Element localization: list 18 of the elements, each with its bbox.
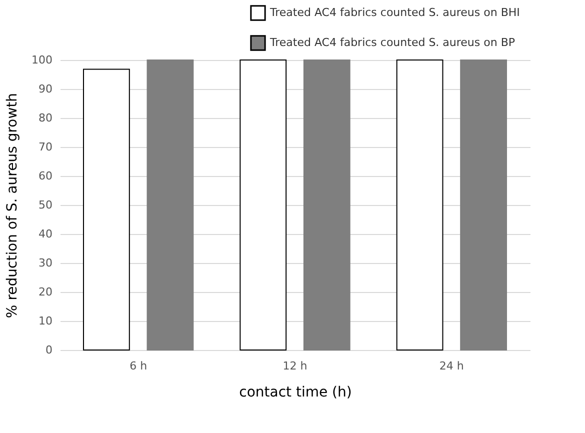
y-tick-label: 0	[46, 344, 52, 356]
y-tick-label: 50	[38, 198, 52, 212]
y-tick-label: 90	[38, 82, 52, 96]
x-tick-label: 24 h	[439, 360, 464, 372]
y-tick-label: 100	[32, 54, 52, 66]
x-tick-label: 12 h	[282, 360, 308, 372]
y-tick-label: 80	[38, 112, 52, 124]
legend-label: Treated AC4 fabrics counted S. aureus on BP	[269, 36, 516, 49]
y-tick-label: 60	[38, 170, 52, 182]
y-tick-label: 40	[38, 228, 52, 240]
y-tick-label: 10	[38, 314, 52, 328]
x-axis-title: contact time (h)	[239, 384, 352, 400]
legend-label: Treated AC4 fabrics counted S. aureus on BHI	[269, 6, 520, 19]
y-tick-label: 70	[38, 140, 52, 154]
y-axis-title: % reduction of S. aureus growth	[4, 92, 21, 318]
y-tick-label: 30	[38, 256, 52, 270]
x-tick-label: 6 h	[130, 360, 148, 372]
y-tick-label: 20	[38, 286, 52, 298]
